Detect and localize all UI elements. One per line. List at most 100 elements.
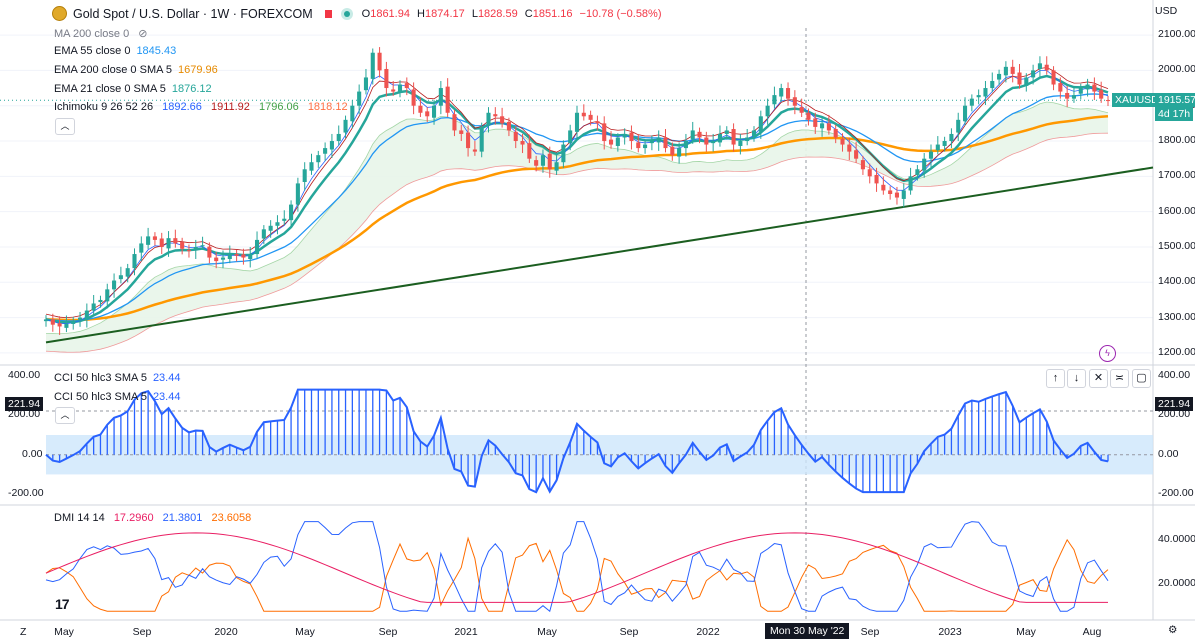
collapse-cci-legend-button[interactable]: ︿ — [55, 407, 75, 424]
candle-body — [969, 98, 974, 106]
legend-cci-2[interactable]: CCI 50 hlc3 SMA 5 23.44 — [54, 391, 181, 403]
ichimoku-span-b — [45, 132, 1109, 353]
dmi-layer — [45, 521, 1109, 613]
candle-body — [840, 138, 845, 145]
move-pane-up-button[interactable]: ↑ — [1046, 369, 1065, 388]
candle-body — [200, 245, 205, 247]
candle-body — [343, 119, 348, 133]
candle-body — [425, 111, 430, 117]
legend-ma200[interactable]: MA 200 close 0 ⊘ — [54, 28, 148, 40]
candle-body — [336, 133, 341, 142]
candle-body — [1105, 100, 1111, 102]
candle-body — [935, 144, 940, 151]
candle-body — [302, 169, 307, 182]
move-pane-down-button[interactable]: ↓ — [1067, 369, 1086, 388]
legend-ema200[interactable]: EMA 200 close 0 SMA 5 1679.96 — [54, 64, 218, 76]
legend-dmi[interactable]: DMI 14 14 17.2960 21.3801 23.6058 — [54, 512, 252, 524]
candle-body — [418, 105, 423, 113]
cci-tick-label: 200.00 — [8, 408, 41, 421]
legend-ema55[interactable]: EMA 55 close 0 1845.43 — [54, 45, 177, 57]
time-tick-label: 2021 — [454, 626, 478, 638]
support-trendline — [45, 166, 1154, 344]
candle-body — [500, 116, 505, 124]
candle-body — [357, 91, 362, 106]
candle-body — [874, 174, 879, 184]
symbol-title[interactable]: Gold Spot / U.S. Dollar · 1W · FOREXCOM — [73, 6, 313, 21]
legend-ichimoku[interactable]: Ichimoku 9 26 52 26 1892.66 1911.92 1796… — [54, 101, 348, 113]
candle-body — [520, 141, 525, 145]
candle-body — [323, 148, 328, 154]
candle-body — [983, 88, 988, 97]
auto-scale-button[interactable]: Z — [20, 626, 27, 638]
chart-header: Gold Spot / U.S. Dollar · 1W · FOREXCOM … — [52, 6, 666, 21]
candle-body — [193, 246, 198, 251]
candle-body — [711, 141, 716, 144]
candle-body — [1065, 92, 1070, 99]
dmi-plus-di-line — [45, 521, 1109, 613]
candle-body — [397, 84, 403, 92]
hidden-eye-icon[interactable]: ⊘ — [138, 28, 148, 40]
settings-gear-icon[interactable]: ⚙ — [1168, 624, 1178, 636]
ichimoku-cloud-fill — [46, 102, 1108, 353]
candle-body — [799, 107, 804, 113]
candle-body — [309, 162, 314, 171]
dmi-minus-di-line — [45, 536, 1109, 612]
candle-body — [758, 116, 763, 132]
maximize-pane-button[interactable]: ▢ — [1132, 369, 1151, 388]
candle-body — [64, 323, 69, 328]
candles — [43, 47, 1111, 335]
collapse-pane-button[interactable]: ≍ — [1110, 369, 1129, 388]
candle-body — [527, 143, 532, 159]
candle-body — [214, 257, 219, 262]
cci-tick-label-right: 0.00 — [1158, 447, 1179, 460]
currency-selector[interactable]: USD — [1155, 5, 1178, 17]
candle-body — [166, 238, 171, 249]
legend-cci-1[interactable]: CCI 50 hlc3 SMA 5 23.44 — [54, 372, 181, 384]
candle-body — [949, 133, 954, 142]
candle-body — [908, 176, 913, 191]
candle-body — [888, 190, 893, 194]
candle-body — [854, 150, 859, 159]
candle-body — [894, 192, 900, 198]
candle-body — [159, 238, 164, 247]
candle-body — [268, 225, 273, 231]
legend-ema21[interactable]: EMA 21 close 0 SMA 5 1876.12 — [54, 83, 212, 95]
candle-body — [785, 88, 791, 99]
time-tick-label: Sep — [378, 626, 398, 638]
alert-bolt-icon[interactable]: ϟ — [1099, 345, 1116, 362]
close-pane-button[interactable]: ✕ — [1089, 369, 1108, 388]
candle-body — [792, 97, 797, 106]
cci-layer — [45, 388, 1153, 494]
candle-body — [615, 137, 620, 146]
candle-body — [690, 130, 695, 140]
price-tick-label: 1400.00 — [1158, 275, 1195, 288]
cci-tick-label: 400.00 — [8, 368, 41, 381]
candle-body — [1024, 77, 1029, 86]
candle-body — [826, 123, 831, 131]
time-tick-label: Aug — [1082, 626, 1102, 638]
cci-tick-label-right: 400.00 — [1158, 368, 1191, 381]
candle-body — [656, 137, 661, 143]
candle-body — [289, 204, 294, 221]
candle-body — [445, 86, 450, 113]
flag-icon[interactable] — [324, 9, 332, 18]
candle-body — [493, 114, 498, 117]
last-price-tag: 1915.57 — [1155, 93, 1195, 108]
candle-body — [459, 130, 464, 134]
collapse-legend-button[interactable]: ︿ — [55, 118, 75, 135]
cci-tick-label-right: 200.00 — [1158, 408, 1191, 421]
ohlc-readout: O1861.94 H1874.17 L1828.59 C1851.16 −10.… — [361, 7, 662, 20]
candle-body — [629, 132, 634, 142]
candle-body — [220, 257, 226, 260]
candle-body — [431, 105, 437, 118]
time-tick-label: May — [295, 626, 315, 638]
candle-body — [956, 119, 961, 133]
candle-body — [738, 141, 743, 146]
dmi-adx-line — [45, 532, 1108, 603]
candle-body — [77, 317, 83, 320]
cci-level-tag-left: 221.94 — [5, 397, 44, 411]
candle-body — [466, 132, 471, 149]
candle-body — [1071, 95, 1077, 99]
candle-body — [438, 88, 443, 106]
